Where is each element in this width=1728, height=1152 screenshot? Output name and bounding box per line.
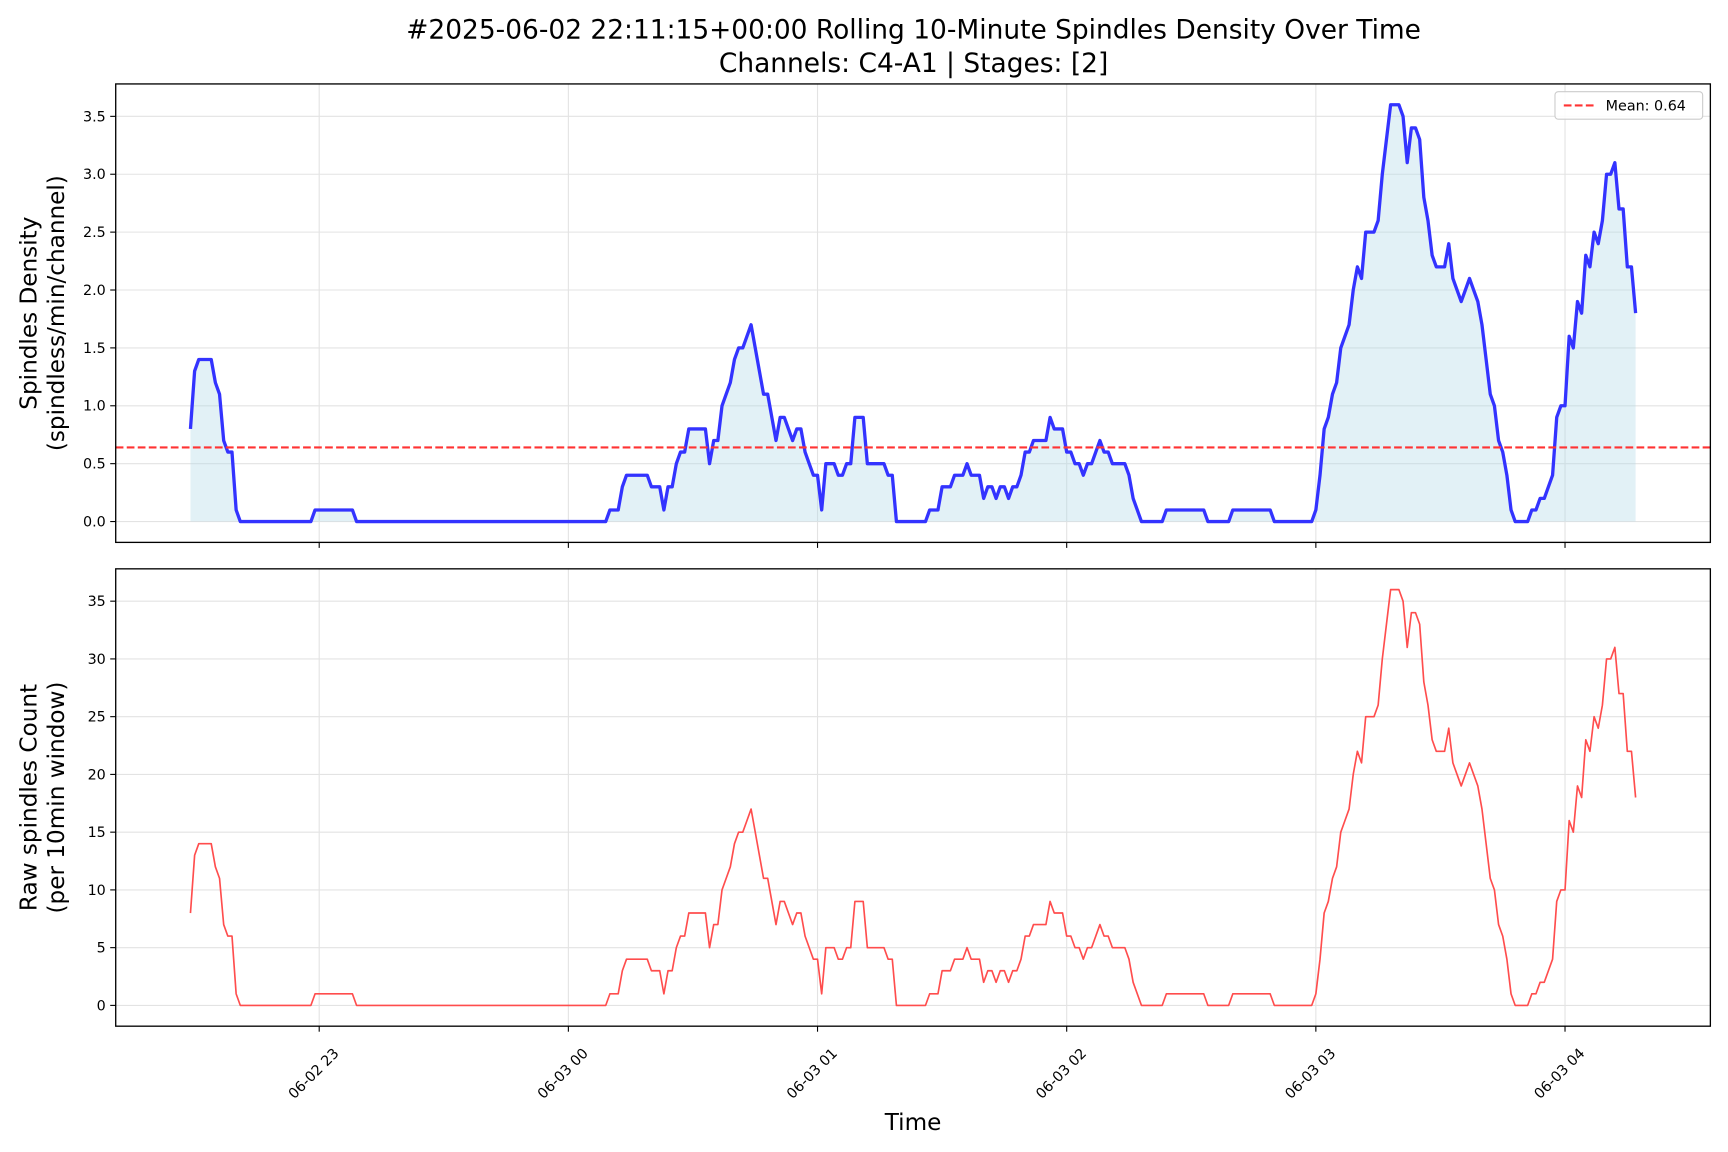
y-tick-label: 1.0 — [83, 399, 106, 415]
y-axis-label: Spindles Density — [16, 217, 42, 410]
axes-frame — [115, 83, 1712, 544]
line — [189, 588, 1637, 1007]
y-tick-label: 25 — [88, 710, 106, 726]
legend-box — [1554, 91, 1704, 120]
y-tick-label: 1.5 — [83, 341, 106, 357]
y-tick-label: 0 — [97, 998, 106, 1014]
y-tick-label: 0.5 — [83, 457, 106, 473]
y-axis-label: (per 10min window) — [44, 682, 70, 914]
y-tick-label: 10 — [88, 883, 106, 899]
y-tick-label: 30 — [88, 652, 106, 668]
y-tick-label: 3.5 — [83, 109, 106, 125]
y-tick-label: 15 — [88, 825, 106, 841]
chart-subtitle: Channels: C4-A1 | Stages: [2] — [719, 48, 1108, 79]
y-axis-label: (spindless/min/channel) — [44, 175, 70, 451]
legend-label: Mean: 0.64 — [1606, 98, 1686, 114]
axes-frame — [115, 568, 1712, 1027]
y-tick-label: 3.0 — [83, 167, 106, 183]
x-axis-label: Time — [884, 1110, 942, 1136]
y-tick-label: 20 — [88, 767, 106, 783]
y-tick-label: 2.5 — [83, 225, 106, 241]
y-tick-label: 5 — [97, 941, 106, 957]
y-tick-label: 2.0 — [83, 283, 106, 299]
chart-title: #2025-06-02 22:11:15+00:00 Rolling 10-Mi… — [406, 15, 1421, 46]
y-tick-label: 35 — [88, 594, 106, 610]
y-tick-label: 0.0 — [83, 515, 106, 531]
line — [188, 103, 1638, 524]
area — [190, 104, 1636, 522]
y-axis-label: Raw spindles Count — [16, 684, 42, 911]
